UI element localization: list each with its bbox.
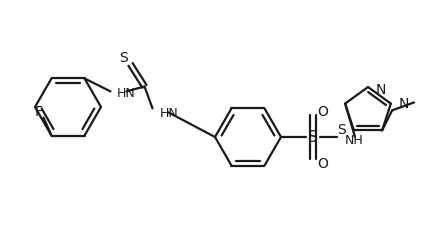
Text: S: S — [337, 123, 346, 137]
Text: N: N — [376, 83, 386, 97]
Text: F: F — [34, 104, 42, 118]
Text: HN: HN — [117, 87, 135, 99]
Text: S: S — [119, 51, 128, 65]
Text: O: O — [318, 156, 329, 170]
Text: HN: HN — [159, 106, 178, 119]
Text: O: O — [318, 105, 329, 118]
Text: NH: NH — [345, 133, 364, 146]
Text: S: S — [308, 130, 318, 145]
Text: N: N — [399, 96, 409, 110]
